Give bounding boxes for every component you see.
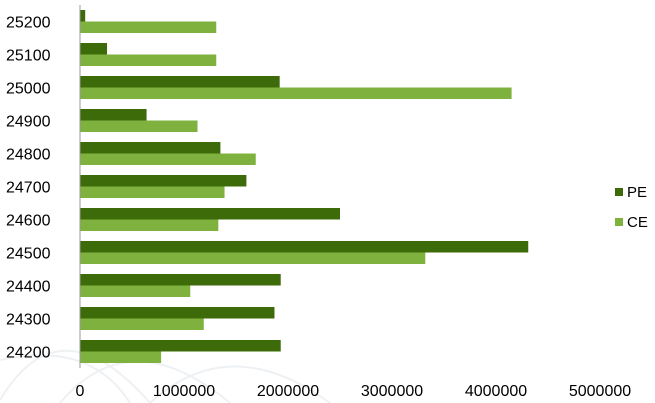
bars-group	[80, 10, 529, 363]
bar-pe-24900	[80, 109, 147, 121]
bar-pe-25000	[80, 76, 280, 88]
legend-label-ce: CE	[627, 214, 648, 231]
bar-ce-24500	[80, 252, 426, 264]
bar-pe-24400	[80, 274, 281, 286]
decor-arc-2	[149, 365, 331, 403]
bar-ce-24700	[80, 186, 225, 198]
bar-pe-24600	[80, 208, 340, 220]
y-tick-label-25100: 25100	[6, 48, 51, 65]
x-tick-labels: 0 1000000 2000000 3000000 4000000 5000000	[76, 383, 632, 400]
y-tick-label-24700: 24700	[6, 180, 51, 197]
bar-ce-24200	[80, 351, 162, 363]
bar-ce-24900	[80, 120, 198, 132]
bar-ce-24300	[80, 318, 204, 330]
y-tick-label-24600: 24600	[6, 213, 51, 230]
bar-ce-25200	[80, 21, 217, 33]
bar-ce-25100	[80, 54, 217, 66]
bar-ce-24600	[80, 219, 219, 231]
y-tick-label-24200: 24200	[6, 345, 51, 362]
y-tick-label-24800: 24800	[6, 147, 51, 164]
x-tick-label-2000000: 2000000	[257, 383, 319, 400]
background-decoration	[0, 349, 331, 403]
legend: PE CE	[615, 184, 648, 231]
y-tick-label-25200: 25200	[6, 15, 51, 32]
decor-arc-0	[0, 349, 151, 403]
x-tick-label-1000000: 1000000	[153, 383, 215, 400]
legend-label-pe: PE	[627, 184, 647, 201]
bar-pe-24200	[80, 340, 281, 352]
bar-pe-25200	[80, 10, 86, 22]
bar-ce-24800	[80, 153, 256, 165]
bar-pe-24300	[80, 307, 275, 319]
legend-swatch-ce	[615, 218, 623, 226]
y-tick-label-24900: 24900	[6, 114, 51, 131]
decor-arc-3	[0, 354, 131, 403]
bar-ce-25000	[80, 87, 512, 99]
bar-pe-24500	[80, 241, 529, 253]
bar-pe-25100	[80, 43, 108, 55]
bar-ce-24400	[80, 285, 191, 297]
bar-pe-24700	[80, 175, 247, 187]
x-tick-label-4000000: 4000000	[465, 383, 527, 400]
y-tick-label-24500: 24500	[6, 246, 51, 263]
x-tick-label-0: 0	[76, 383, 85, 400]
y-tick-label-25000: 25000	[6, 81, 51, 98]
y-tick-label-24400: 24400	[6, 279, 51, 296]
bar-pe-24800	[80, 142, 221, 154]
x-tick-label-3000000: 3000000	[361, 383, 423, 400]
y-tick-label-24300: 24300	[6, 312, 51, 329]
y-tick-labels: 25200 25100 25000 24900 24800 24700 24600 24500…	[6, 15, 51, 362]
legend-swatch-pe	[615, 188, 623, 196]
x-tick-label-5000000: 5000000	[569, 383, 631, 400]
